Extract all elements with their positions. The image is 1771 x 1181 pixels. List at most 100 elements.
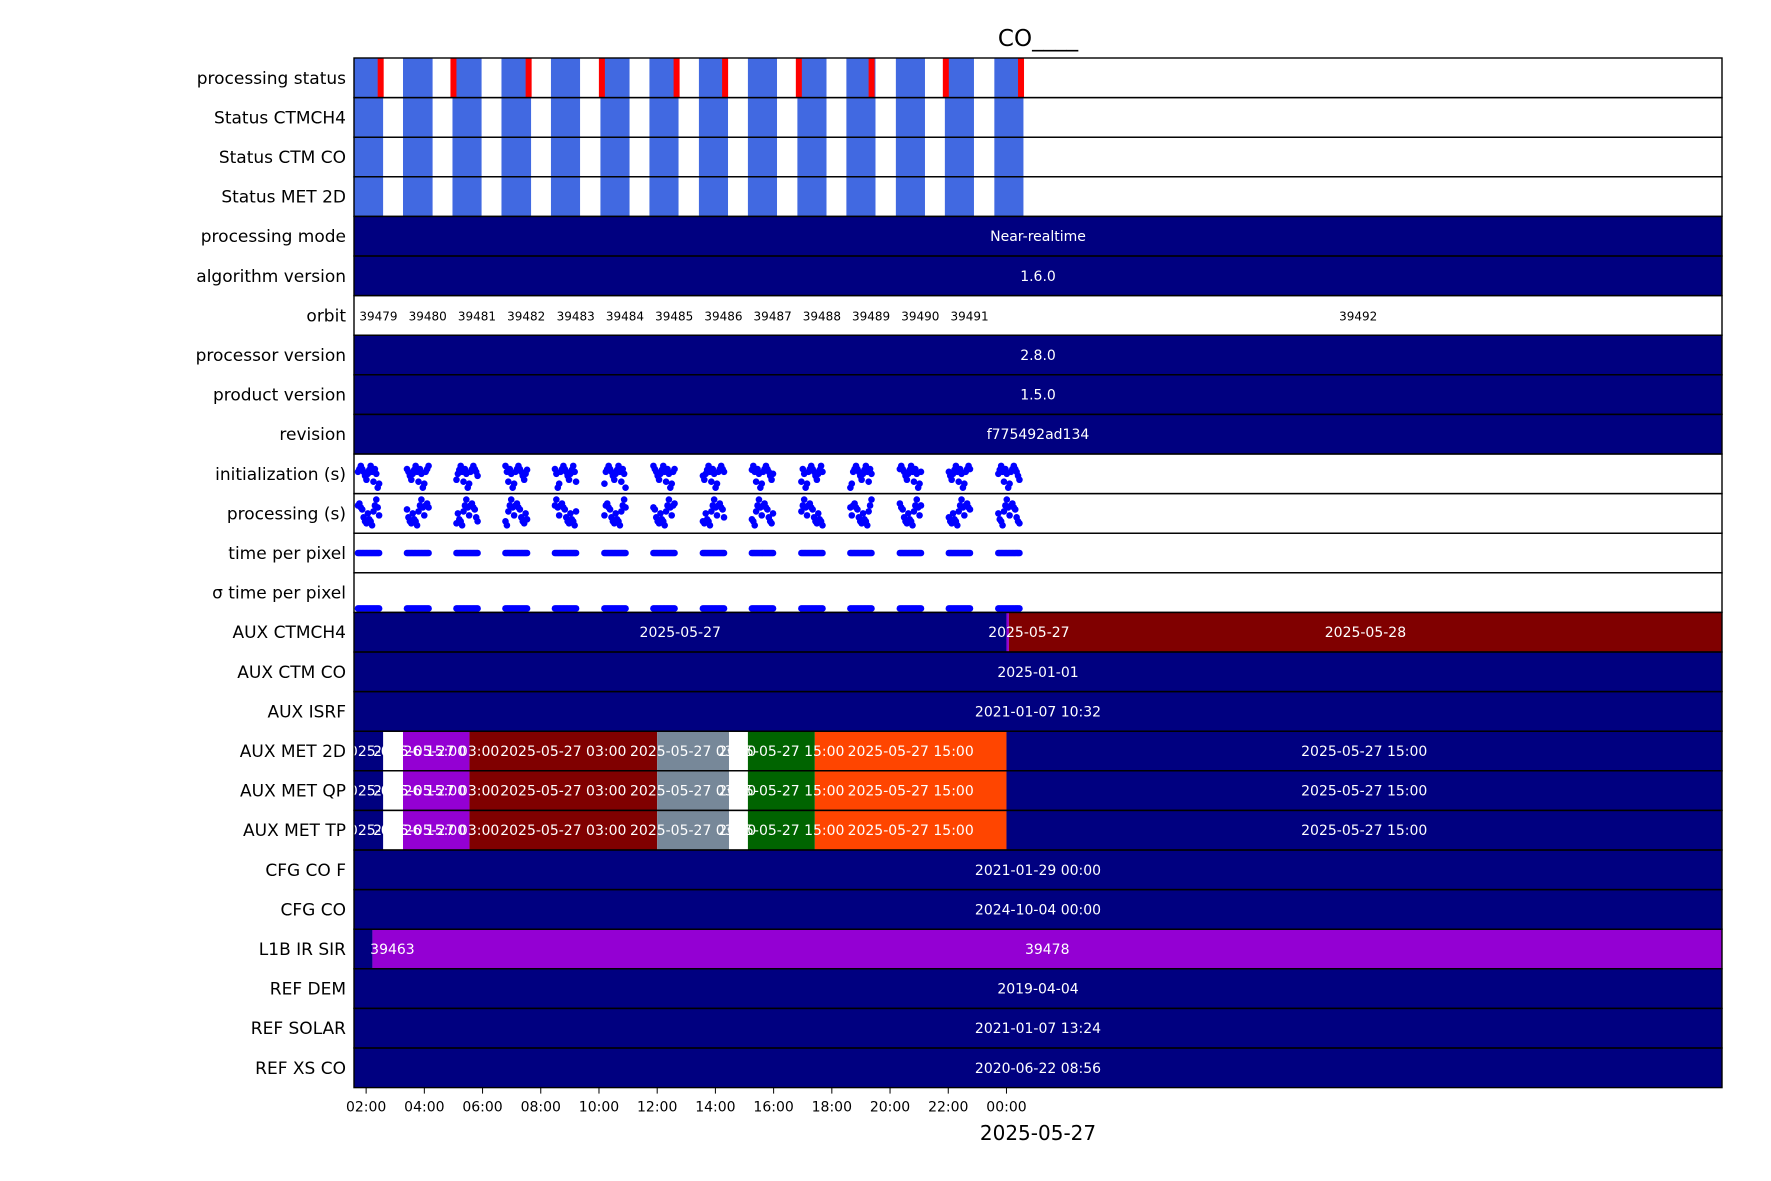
row-aux-met-2d-bar [657, 731, 729, 771]
row-initialization-s-point [917, 468, 925, 476]
row-initialization-s-point [622, 484, 629, 491]
row-status-ctmch4-segment [846, 97, 876, 138]
row-cfg-co-f-bar-label: 2021-01-29 00:00 [975, 863, 1101, 879]
row-processing-s-point [601, 512, 608, 519]
row-status-ctmch4-segment [550, 97, 581, 138]
row-status-ctmch4-segment [994, 97, 1024, 138]
row-processing-status-flag [868, 58, 875, 98]
row-initialization-s-point [662, 478, 670, 486]
x-tick-label: 02:00 [346, 1100, 386, 1116]
row-ref-xs-co-frame [353, 1047, 1723, 1089]
row-status-met-2d-segment [944, 176, 974, 217]
row-aux-ctmch4-bar [1008, 612, 1722, 652]
row-processing-s-point [899, 506, 906, 513]
row-l1b-ir-sir-bar-label: 39463 [370, 942, 415, 958]
row-processing-s-point [465, 512, 473, 519]
row-initialization-s-point [819, 468, 826, 476]
row-status-ctmch4-label: Status CTMCH4 [214, 108, 346, 128]
row-aux-met-2d-bar-label: 2025-05-27 03:00 [500, 744, 626, 760]
row-processing-s-point [1006, 512, 1013, 519]
row-processing-s-point [458, 521, 466, 529]
row-status-ctm-co-segment [944, 137, 974, 177]
row-processing-s-point [764, 506, 771, 513]
row-processing-s-point [814, 510, 822, 517]
row-initialization-s-point [848, 480, 856, 488]
row-processing-s-point [768, 520, 775, 527]
row-status-ctm-co-segment [501, 137, 532, 177]
row-initialization-s-point [618, 478, 625, 486]
row-initialization-s-point [375, 480, 383, 488]
row-aux-met-tp-bar [354, 810, 384, 850]
row-initialization-s-point [1016, 476, 1023, 484]
orbit-number: 39492 [1339, 309, 1377, 323]
x-tick-label: 12:00 [637, 1100, 677, 1116]
row-processing-s-point [616, 521, 624, 529]
row-processor-version-bar-label: 2.8.0 [1020, 348, 1056, 364]
row-aux-met-tp-bar-label: 2025-05-27 15:00 [848, 823, 974, 839]
row-time-per-pixel-point [671, 605, 678, 612]
row-processing-status-flag [942, 58, 949, 98]
x-tick-label: 18:00 [812, 1100, 852, 1116]
row-initialization-s-point [520, 476, 528, 484]
chart-title: CO____ [998, 26, 1079, 52]
row-time-per-pixel-point [720, 605, 728, 612]
row-aux-met-2d-label: AUX MET 2D [240, 742, 346, 762]
orbit-number: 39485 [655, 309, 693, 323]
row-status-ctm-co-segment [698, 137, 729, 177]
row-product-version-label: product version [213, 386, 346, 406]
row-processing-s-point [755, 496, 763, 503]
row-time-per-pixel-point [671, 549, 678, 557]
row-status-ctm-co-segment [452, 137, 482, 177]
row-processing-s-point [415, 508, 422, 515]
row-processing-status-segment [895, 58, 925, 98]
x-tick-label: 14:00 [695, 1100, 735, 1116]
row-time-per-pixel-point [819, 549, 826, 557]
row-aux-isrf-bar [354, 691, 1722, 732]
row-status-met-2d-segment [649, 176, 679, 217]
row-initialization-s-point [565, 476, 573, 484]
row-processing-s-point [364, 510, 372, 517]
row-status-met-2d-segment [846, 176, 876, 217]
row-time-per-pixel-point [868, 549, 875, 557]
x-axis-label: 2025-05-27 [980, 1121, 1096, 1145]
row-time-per-pixel-point [572, 549, 580, 557]
row-initialization-s-point [948, 476, 955, 484]
row-time-per-pixel-point [425, 549, 432, 557]
row-processing-s-point [358, 506, 366, 513]
row-status-ctmch4-background [354, 97, 1722, 138]
row-status-met-2d-segment [452, 176, 482, 217]
row-initialization-s-point [701, 476, 708, 484]
row-initialization-s-point [572, 478, 580, 486]
row-status-ctmch4-segment [600, 97, 630, 138]
row-processing-s-point [375, 512, 383, 519]
row-initialization-s-point [465, 480, 473, 488]
row-aux-met-2d-bar [1006, 731, 1722, 771]
row-initialization-s-label: initialization (s) [215, 465, 346, 485]
row-cfg-co-bar-label: 2024-10-04 00:00 [975, 902, 1101, 918]
row-processing-s-background [354, 493, 1722, 534]
row-status-ctm-co-background [354, 137, 1722, 177]
row-aux-ctmch4-bar-label: 2025-05-27 [640, 625, 721, 641]
row-processing-status-flag [795, 58, 802, 98]
row-status-ctmch4-segment [452, 97, 482, 138]
row-time-per-pixel-point [1016, 549, 1023, 557]
row-status-met-2d-segment [797, 176, 827, 217]
row-aux-ctm-co-label: AUX CTM CO [237, 663, 346, 683]
row-processing-s-point [954, 521, 961, 529]
row-algorithm-version-bar [354, 256, 1722, 296]
row-aux-met-tp-bar [402, 810, 470, 850]
row-status-ctmch4-segment [944, 97, 974, 138]
row-processing-status-background [354, 58, 1722, 98]
row-processing-s-point [758, 512, 766, 519]
row-processing-s-point [622, 504, 629, 511]
orbit-number: 39487 [754, 309, 792, 323]
row-processing-s-point [910, 508, 918, 515]
row-aux-ctmch4-bar-label: 2025-05-28 [1325, 625, 1406, 641]
row-processing-s-point [702, 510, 710, 517]
row-processing-s-label: processing (s) [227, 504, 346, 524]
x-tick-label: 10:00 [579, 1100, 619, 1116]
row-aux-met-tp-bar-label: 2025-05-27 03:00 [500, 823, 626, 839]
row-aux-met-qp-label: AUX MET QP [240, 782, 346, 802]
row-processing-s-point [413, 521, 421, 529]
